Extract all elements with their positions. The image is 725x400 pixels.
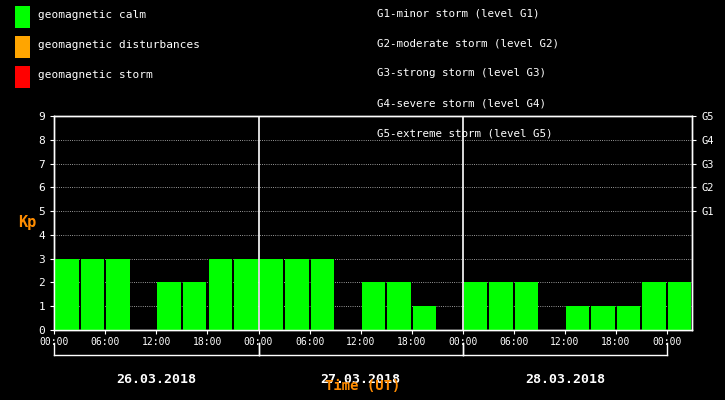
Text: G5-extreme storm (level G5): G5-extreme storm (level G5) xyxy=(377,128,552,138)
Bar xyxy=(260,259,283,330)
Bar xyxy=(362,282,385,330)
Text: Time (UT): Time (UT) xyxy=(325,379,400,393)
Bar xyxy=(566,306,589,330)
Text: G4-severe storm (level G4): G4-severe storm (level G4) xyxy=(377,98,546,108)
Bar xyxy=(285,259,309,330)
Bar xyxy=(183,282,207,330)
Text: geomagnetic storm: geomagnetic storm xyxy=(38,70,152,80)
Bar xyxy=(107,259,130,330)
Text: 26.03.2018: 26.03.2018 xyxy=(117,373,196,386)
Text: G3-strong storm (level G3): G3-strong storm (level G3) xyxy=(377,68,546,78)
Bar xyxy=(642,282,666,330)
Text: geomagnetic disturbances: geomagnetic disturbances xyxy=(38,40,199,50)
Bar xyxy=(55,259,79,330)
Bar xyxy=(387,282,410,330)
Bar xyxy=(234,259,257,330)
Text: 28.03.2018: 28.03.2018 xyxy=(525,373,605,386)
Bar xyxy=(668,282,692,330)
Bar xyxy=(413,306,436,330)
Bar xyxy=(592,306,615,330)
Text: G1-minor storm (level G1): G1-minor storm (level G1) xyxy=(377,8,539,18)
Bar xyxy=(617,306,640,330)
Text: G2-moderate storm (level G2): G2-moderate storm (level G2) xyxy=(377,38,559,48)
Bar xyxy=(464,282,487,330)
Bar xyxy=(157,282,181,330)
Bar xyxy=(515,282,538,330)
Bar xyxy=(81,259,104,330)
Bar xyxy=(310,259,334,330)
Bar xyxy=(489,282,513,330)
Text: 27.03.2018: 27.03.2018 xyxy=(320,373,401,386)
Y-axis label: Kp: Kp xyxy=(18,216,36,230)
Bar xyxy=(209,259,232,330)
Text: geomagnetic calm: geomagnetic calm xyxy=(38,10,146,20)
